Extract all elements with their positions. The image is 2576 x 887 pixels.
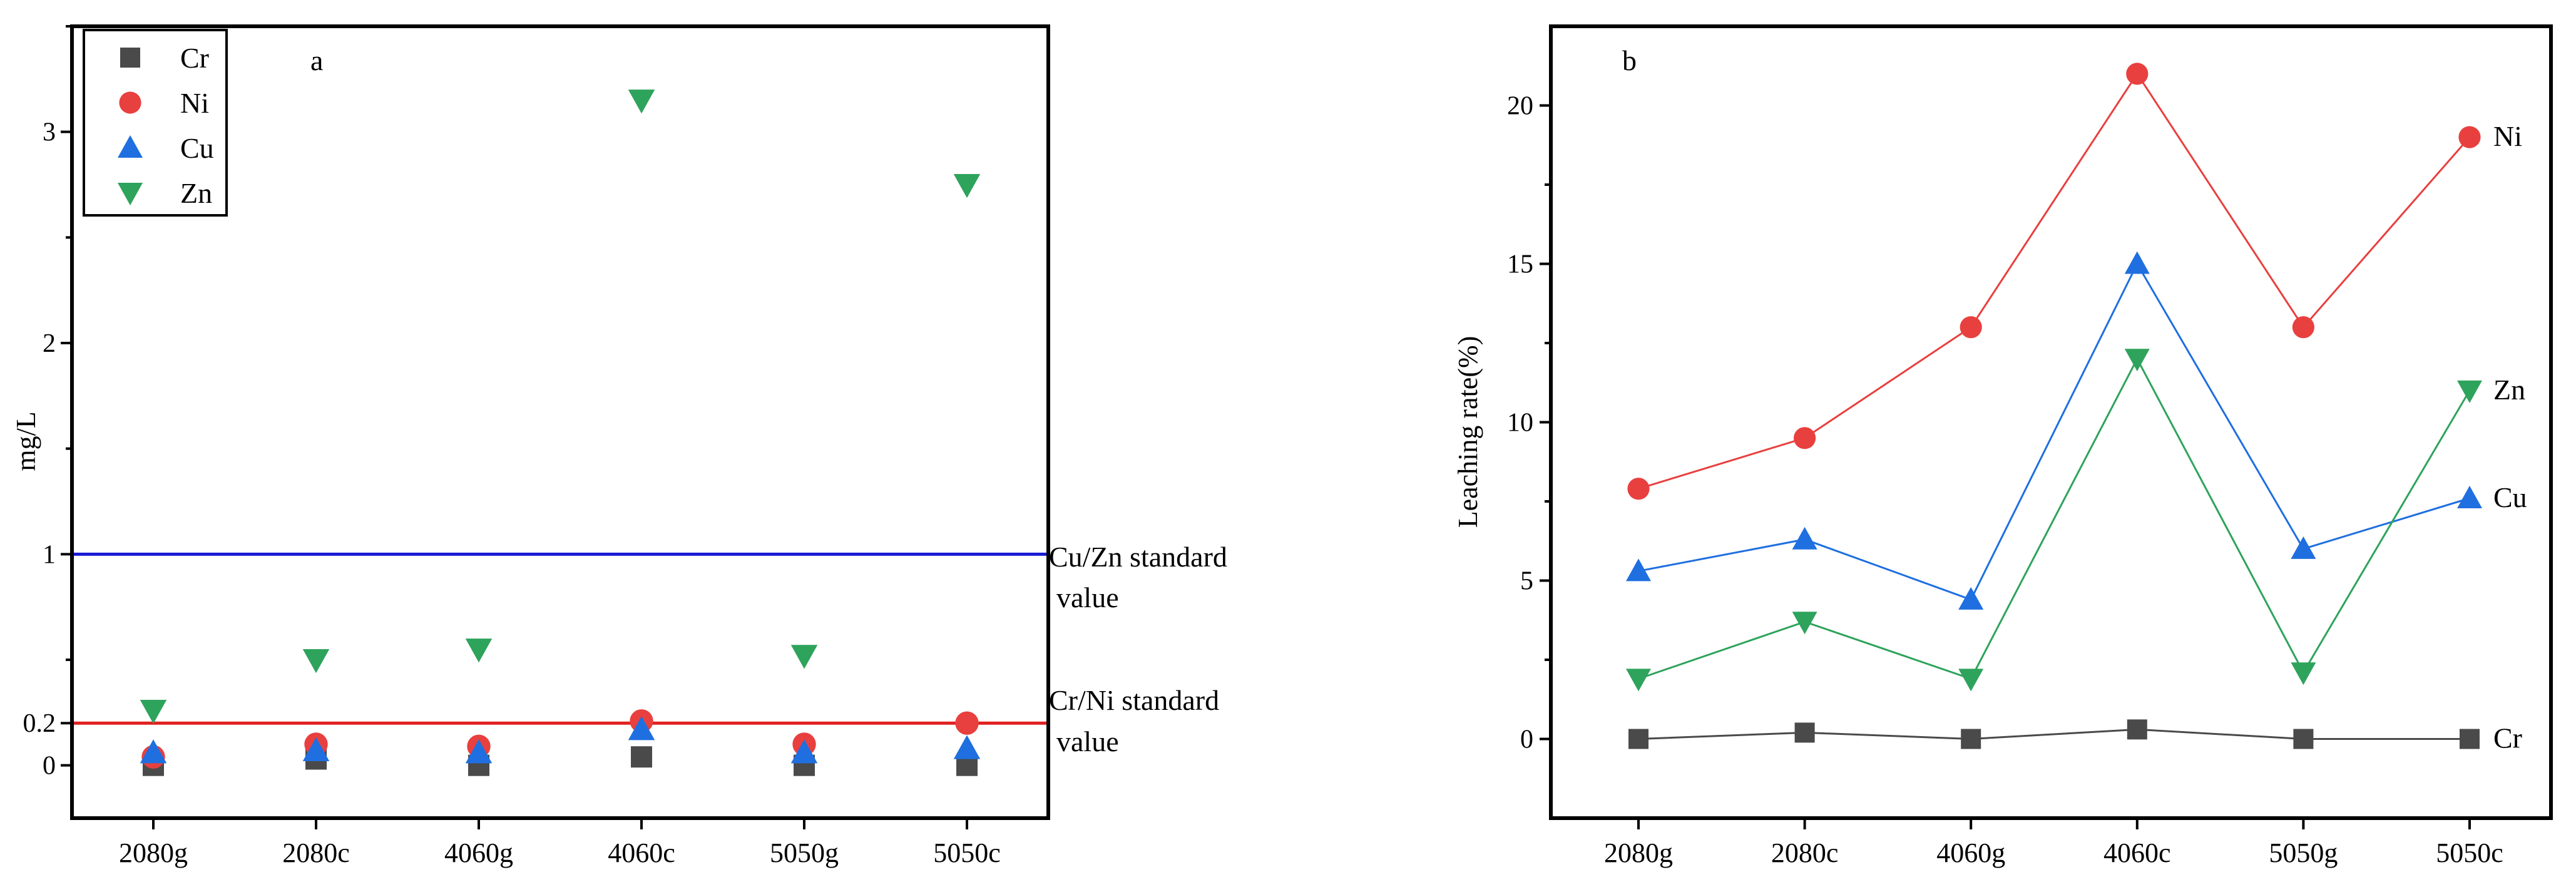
data-point-cr: [2127, 719, 2147, 740]
series-line-cu: [1638, 262, 2470, 601]
y-tick-label: 0: [43, 752, 56, 781]
y-tick-label: 2: [43, 329, 56, 358]
legend-symbol-cu: [118, 135, 143, 158]
data-point-cu: [2457, 485, 2482, 508]
data-point-ni: [1794, 427, 1816, 449]
data-point-cu: [1626, 558, 1651, 582]
y-tick-label: 5: [1520, 567, 1533, 596]
series-line-cr: [1638, 728, 2470, 741]
data-point-zn: [790, 645, 818, 669]
data-point-cr: [1628, 729, 1648, 749]
data-point-zn: [1792, 612, 1817, 635]
x-tick-label: 2080g: [119, 838, 188, 868]
data-point-cu: [2291, 536, 2316, 559]
series-end-label-cu: Cu: [2493, 481, 2527, 513]
legend: Cr Ni Cu Zn: [83, 29, 228, 217]
ref-line-crni-label-line1: Cr/Ni standard: [1049, 684, 1219, 716]
x-tick-label: 2080c: [1771, 838, 1839, 868]
panel-a-label: a: [310, 44, 323, 76]
x-tick-label: 5050g: [2269, 838, 2338, 868]
data-point-cr: [1794, 722, 1815, 743]
x-tick-label: 4060c: [608, 838, 675, 868]
legend-symbol-zn: [118, 183, 143, 205]
legend-box: [83, 29, 228, 217]
data-point-cr: [2460, 729, 2480, 749]
legend-label-ni: Ni: [180, 87, 209, 119]
data-point-cr: [631, 746, 652, 768]
y-tick-label: 3: [43, 118, 56, 147]
y-tick-label: 0: [1520, 725, 1533, 754]
y-tick-label: 15: [1507, 250, 1533, 279]
data-point-zn: [302, 649, 330, 674]
data-point-ni: [1960, 316, 1982, 339]
series-end-label-cr: Cr: [2493, 722, 2522, 754]
legend-label-cu: Cu: [180, 132, 214, 164]
data-point-ni: [2458, 126, 2481, 148]
series-end-label-ni: Ni: [2493, 120, 2522, 152]
panel-b-plot-frame: [1549, 24, 2553, 820]
x-tick-label: 4060g: [1936, 838, 2005, 868]
legend-symbol-ni: [119, 91, 141, 114]
data-point-zn: [2291, 662, 2316, 685]
legend-label-zn: Zn: [180, 177, 212, 209]
series-end-label-zn: Zn: [2493, 374, 2525, 406]
y-tick-label: 20: [1507, 92, 1533, 121]
x-tick-label: 5050g: [770, 838, 839, 868]
data-point-cr: [2293, 729, 2314, 749]
data-point-ni: [2292, 316, 2314, 339]
data-point-ni: [955, 711, 979, 735]
panel-b-y-axis-title: Leaching rate(%): [1453, 336, 1483, 528]
ref-line-cuzn-label-line2: value: [1056, 582, 1119, 613]
x-tick-label: 2080c: [282, 838, 350, 868]
data-point-cr: [1961, 729, 1981, 749]
data-point-cu: [790, 739, 818, 764]
series-line-ni: [1638, 72, 2471, 490]
data-point-ni: [1627, 478, 1650, 500]
x-tick-label: 4060c: [2103, 838, 2171, 868]
ref-line-crni-label-line2: value: [1056, 725, 1119, 757]
x-tick-label: 5050c: [933, 838, 1001, 868]
data-point-cu: [465, 739, 493, 764]
data-point-zn: [2457, 380, 2482, 403]
panel-a-chart: 0 0.2 1 2 3 2080g 2080c 4060g 4060c 5050g 5050c m…: [11, 24, 1227, 868]
y-tick-label: 1: [43, 540, 56, 569]
data-point-zn: [465, 638, 493, 663]
data-point-zn: [628, 90, 655, 114]
legend-symbol-cr: [120, 48, 140, 68]
data-point-zn: [140, 699, 167, 724]
data-point-cu: [2124, 251, 2150, 274]
x-tick-label: 4060g: [444, 838, 513, 868]
data-point-cu: [302, 737, 330, 762]
data-point-zn: [953, 174, 981, 198]
data-point-cu: [1792, 526, 1817, 550]
data-point-cu: [1958, 587, 1984, 610]
panel-a-y-axis-title: mg/L: [11, 411, 41, 471]
y-tick-label: 10: [1507, 409, 1533, 438]
data-point-ni: [2126, 63, 2149, 85]
y-tick-label: 0.2: [23, 709, 56, 738]
data-point-cu: [628, 716, 655, 741]
x-tick-label: 2080g: [1604, 838, 1673, 868]
data-point-zn: [2124, 349, 2150, 372]
x-tick-label: 5050c: [2436, 838, 2503, 868]
legend-label-cr: Cr: [180, 42, 209, 74]
data-point-zn: [1958, 669, 1984, 692]
data-point-zn: [1626, 669, 1651, 692]
ref-line-cuzn-label-line1: Cu/Zn standard: [1049, 541, 1227, 573]
data-point-cu: [953, 735, 981, 759]
panel-a-plot-frame: [70, 24, 1050, 820]
panel-b-label: b: [1622, 44, 1637, 76]
series-line-zn: [1638, 357, 2471, 680]
data-point-cu: [140, 739, 167, 764]
